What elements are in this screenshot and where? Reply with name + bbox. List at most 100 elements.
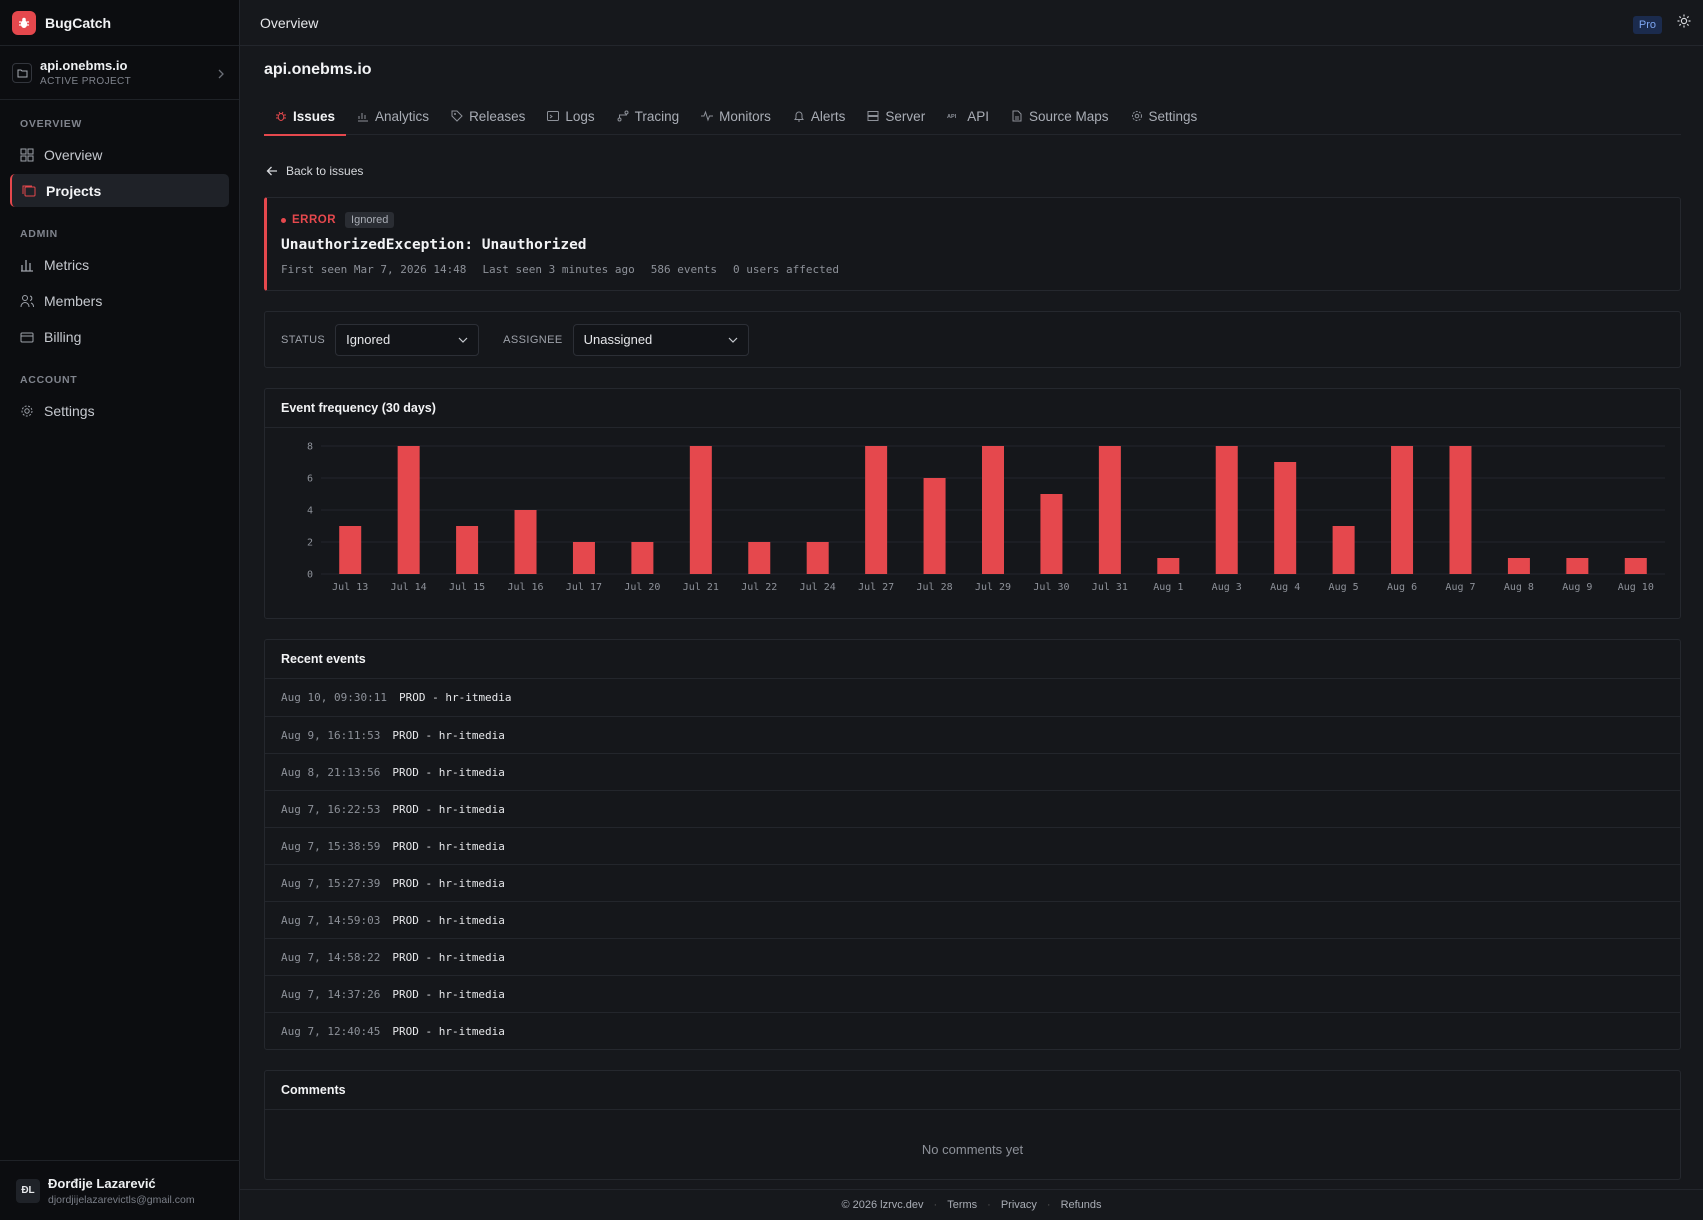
event-time: Aug 7, 14:59:03 (281, 913, 381, 927)
tab-source-maps[interactable]: Source Maps (1000, 97, 1120, 135)
tab-logs[interactable]: Logs (536, 97, 605, 135)
folder-icon (12, 62, 32, 83)
event-time: Aug 7, 16:22:53 (281, 802, 381, 816)
project-subtitle: ACTIVE PROJECT (40, 76, 132, 87)
event-row[interactable]: Aug 9, 16:11:53 PROD - hr-itmedia (265, 716, 1680, 753)
x-tick-label: Aug 10 (1618, 582, 1654, 593)
recent-events-card: Recent events Aug 10, 09:30:11 PROD - hr-… (264, 639, 1681, 1050)
page-title: Overview (260, 14, 319, 31)
event-row[interactable]: Aug 8, 21:13:56 PROD - hr-itmedia (265, 753, 1680, 790)
issue-level: ERROR (292, 214, 337, 226)
project-name: api.onebms.io (40, 58, 128, 73)
chevron-down-icon (728, 337, 738, 343)
bar (1098, 446, 1121, 574)
arrow-left-icon (266, 166, 277, 176)
bar (1507, 558, 1530, 574)
sidebar-item-projects[interactable]: Projects (10, 174, 229, 207)
event-row[interactable]: Aug 7, 15:27:39 PROD - hr-itmedia (265, 864, 1680, 901)
x-tick-label: Jul 21 (683, 582, 719, 593)
brand[interactable]: BugCatch (0, 0, 239, 46)
x-tick-label: Aug 1 (1153, 582, 1183, 593)
x-tick-label: Jul 15 (449, 582, 485, 593)
bar (397, 446, 420, 574)
bar (456, 526, 479, 574)
tab-label: Analytics (375, 108, 430, 124)
nav-heading-overview: OVERVIEW (20, 118, 83, 130)
server-icon (867, 111, 879, 121)
tab-issues[interactable]: Issues (264, 97, 347, 136)
event-row[interactable]: Aug 7, 15:38:59 PROD - hr-itmedia (265, 827, 1680, 864)
bar (1624, 558, 1647, 574)
event-environment: PROD - hr-itmedia (392, 913, 505, 927)
tab-label: Monitors (719, 108, 771, 124)
copyright: © 2026 lzrvc.dev (841, 1199, 924, 1211)
y-tick-label: 6 (307, 474, 313, 485)
event-row[interactable]: Aug 7, 16:22:53 PROD - hr-itmedia (265, 790, 1680, 827)
event-environment: PROD - hr-itmedia (392, 1024, 505, 1038)
sidebar-item-label: Projects (46, 182, 102, 199)
nav-heading-admin: ADMIN (20, 228, 58, 240)
event-row[interactable]: Aug 7, 14:37:26 PROD - hr-itmedia (265, 975, 1680, 1012)
main-content: api.onebms.io Issues Analytics Releases … (264, 46, 1681, 1180)
status-badge: Ignored (345, 212, 395, 228)
event-row[interactable]: Aug 7, 14:59:03 PROD - hr-itmedia (265, 901, 1680, 938)
status-select[interactable]: Ignored (335, 323, 480, 356)
grid-icon (20, 148, 34, 161)
sidebar-item-label: Metrics (44, 256, 90, 273)
tab-monitors[interactable]: Monitors (690, 97, 782, 135)
tab-releases[interactable]: Releases (440, 97, 536, 135)
bar (865, 446, 888, 574)
user-menu[interactable]: ĐL Đorđije Lazarević djordjijelazarevict… (0, 1160, 240, 1220)
event-row[interactable]: Aug 7, 14:58:22 PROD - hr-itmedia (265, 938, 1680, 975)
event-environment: PROD - hr-itmedia (392, 950, 505, 964)
footer-link-privacy[interactable]: Privacy (1000, 1199, 1037, 1211)
event-environment: PROD - hr-itmedia (398, 691, 512, 704)
users-icon (20, 294, 34, 307)
user-email: djordjijelazarevictls@gmail.com (48, 1193, 195, 1206)
tab-analytics[interactable]: Analytics (346, 97, 440, 135)
x-tick-label: Jul 29 (975, 582, 1011, 593)
avatar: ĐL (16, 1178, 40, 1203)
tab-server[interactable]: Server (856, 97, 936, 135)
assignee-select[interactable]: Unassigned (572, 323, 749, 356)
project-switcher[interactable]: api.onebms.io ACTIVE PROJECT (0, 46, 239, 100)
footer-link-refunds[interactable]: Refunds (1060, 1199, 1102, 1211)
sidebar-item-overview[interactable]: Overview (10, 138, 229, 171)
sidebar-item-metrics[interactable]: Metrics (10, 248, 229, 281)
bar (689, 446, 712, 574)
back-to-issues-link[interactable]: Back to issues (264, 163, 1681, 179)
event-time: Aug 10, 09:30:11 (281, 691, 387, 704)
pulse-icon (701, 110, 714, 122)
x-tick-label: Aug 5 (1329, 582, 1359, 593)
x-tick-label: Aug 6 (1387, 582, 1417, 593)
sidebar-item-members[interactable]: Members (10, 284, 229, 317)
sidebar-item-billing[interactable]: Billing (10, 320, 229, 353)
bell-icon (793, 111, 804, 122)
status-value: Ignored (346, 332, 391, 347)
bar (1566, 558, 1589, 574)
event-row[interactable]: Aug 7, 12:40:45 PROD - hr-itmedia (265, 1012, 1680, 1049)
sun-icon[interactable] (1677, 14, 1691, 31)
bar (572, 542, 595, 574)
card-icon (20, 332, 34, 342)
footer-link-terms[interactable]: Terms (947, 1199, 978, 1211)
assignee-label: ASSIGNEE (503, 333, 563, 346)
project-title: api.onebms.io (264, 61, 372, 78)
events-list: Aug 10, 09:30:11 PROD - hr-itmedia Aug 9, … (265, 679, 1680, 1049)
sidebar-item-settings[interactable]: Settings (10, 394, 229, 427)
tab-settings[interactable]: Settings (1120, 97, 1209, 135)
tab-alerts[interactable]: Alerts (782, 97, 857, 135)
event-frequency-chart-card: Event frequency (30 days) 0 2 4 6 8 Jul 13 Jul… (264, 388, 1681, 619)
tab-label: Source Maps (1028, 108, 1109, 124)
last-seen: Last seen 3 minutes ago (482, 263, 635, 276)
x-tick-label: Aug 7 (1445, 582, 1475, 593)
tab-api[interactable]: API API (936, 97, 1000, 135)
status-label: STATUS (281, 333, 326, 346)
event-time: Aug 9, 16:11:53 (281, 728, 381, 742)
app-name: BugCatch (45, 14, 112, 31)
project-tabs: Issues Analytics Releases Logs Tracing M… (264, 97, 1681, 136)
event-row[interactable]: Aug 10, 09:30:11 PROD - hr-itmedia (265, 679, 1680, 716)
tab-tracing[interactable]: Tracing (606, 97, 691, 135)
event-environment: PROD - hr-itmedia (392, 765, 505, 779)
issue-controls: STATUS Ignored ASSIGNEE Unassigned (264, 311, 1681, 368)
